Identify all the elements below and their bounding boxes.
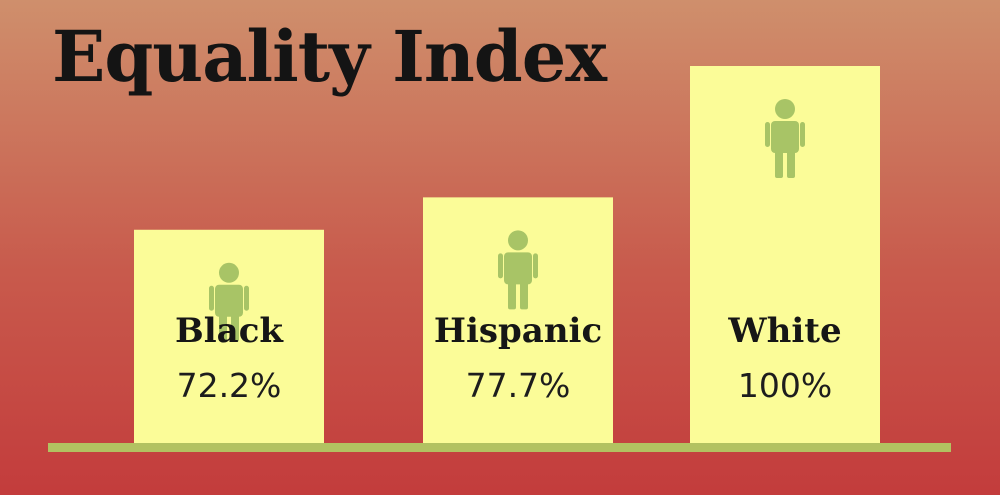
value-label: 72.2% xyxy=(177,366,282,405)
category-label: Black xyxy=(175,311,284,351)
person-icon xyxy=(765,99,805,178)
category-label: White xyxy=(727,311,841,351)
person-icon xyxy=(498,230,538,310)
value-label: 100% xyxy=(738,366,832,405)
category-label: Hispanic xyxy=(434,311,602,351)
person-icon xyxy=(209,262,249,342)
chart-baseline xyxy=(48,443,951,452)
value-label: 77.7% xyxy=(466,366,571,405)
chart-title: Equality Index xyxy=(52,15,607,98)
